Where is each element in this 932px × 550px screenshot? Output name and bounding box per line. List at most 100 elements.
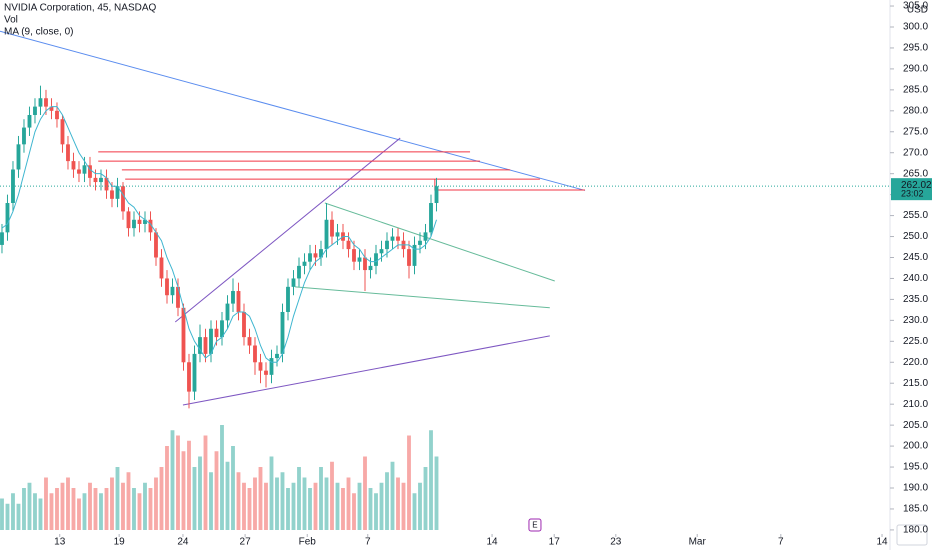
x-tick-label: 24 <box>177 537 189 548</box>
volume-bar <box>396 477 400 530</box>
candle-body <box>236 291 241 312</box>
candle-body <box>132 219 136 229</box>
volume-bar <box>77 498 81 530</box>
volume-bar <box>165 446 169 530</box>
y-tick-label: 225.0 <box>903 336 928 347</box>
candle-body <box>110 190 114 199</box>
volume-bar <box>346 477 351 530</box>
candle-body <box>264 370 268 375</box>
y-tick-label: 275.0 <box>903 126 928 137</box>
volume-bar <box>220 425 224 530</box>
trend-line <box>174 137 401 323</box>
candle-body <box>407 249 411 266</box>
volume-bar <box>209 472 213 530</box>
ma-legend: MA (9, close, 0) <box>4 27 73 38</box>
volume-bar <box>330 461 334 530</box>
candle-body <box>104 177 109 191</box>
candle-body <box>346 240 351 250</box>
candle-body <box>99 177 103 183</box>
volume-bar <box>126 472 131 530</box>
volume-bar <box>258 467 263 530</box>
volume-bar <box>60 482 65 530</box>
volume-bar <box>154 477 158 530</box>
volume-bar <box>49 493 54 530</box>
candle-body <box>88 165 92 178</box>
candle-body <box>313 253 318 258</box>
candle-body <box>121 186 125 212</box>
y-tick-label: 300.0 <box>903 22 928 33</box>
candle-body <box>286 286 290 312</box>
volume-bar <box>368 488 373 530</box>
candle-body <box>253 345 257 363</box>
volume-bar <box>319 467 323 530</box>
candle-body <box>319 249 323 258</box>
y-tick-label: 240.0 <box>903 273 928 284</box>
volume-bar <box>71 488 76 530</box>
x-tick-label: 23 <box>610 537 622 548</box>
candle-body <box>203 337 208 354</box>
trend-line <box>295 286 550 309</box>
volume-bar <box>407 435 411 530</box>
candle-body <box>71 161 76 170</box>
ma-line <box>1 106 437 363</box>
trend-line <box>324 202 555 282</box>
candle-body <box>44 98 48 107</box>
candle-body <box>170 286 175 296</box>
volume-bar <box>66 477 70 530</box>
volume-bar <box>110 477 114 530</box>
y-tick-label: 230.0 <box>903 315 928 326</box>
settings-button[interactable] <box>896 524 928 546</box>
volume-bar <box>412 493 417 530</box>
candle-body <box>335 232 340 237</box>
volume-bar <box>374 493 378 530</box>
volume-bar <box>242 482 246 530</box>
y-tick-label: 180.0 <box>903 525 928 536</box>
candle-body <box>352 249 356 262</box>
volume-bar <box>363 456 367 530</box>
candle-body <box>49 106 54 111</box>
candle-body <box>187 362 191 392</box>
candle-body <box>423 232 428 241</box>
candle-body <box>280 311 285 354</box>
currency: USD <box>907 5 928 16</box>
candle-body <box>33 106 37 116</box>
x-tick-label: 17 <box>549 537 561 548</box>
candle-body <box>22 127 26 145</box>
candle-body <box>297 265 301 279</box>
x-tick-label: 19 <box>114 537 126 548</box>
countdown-label: 23:02 <box>901 189 924 199</box>
candle-body <box>181 307 186 363</box>
candle-body <box>115 186 120 199</box>
volume-bar <box>115 467 120 530</box>
candle-body <box>429 203 433 233</box>
y-tick-label: 270.0 <box>903 147 928 158</box>
candle-body <box>126 211 131 229</box>
candle-body <box>225 303 230 321</box>
y-tick-label: 305.0 <box>903 1 928 12</box>
volume-bar <box>264 482 268 530</box>
y-tick-label: 255.0 <box>903 210 928 221</box>
candle-body <box>5 203 10 233</box>
y-tick-label: 185.0 <box>903 504 928 515</box>
volume-bar <box>159 467 164 530</box>
candle-body <box>38 98 43 107</box>
candle-body <box>143 219 147 224</box>
volume-bar <box>253 477 257 530</box>
x-tick-label: Mar <box>689 537 707 548</box>
volume-bar <box>214 451 219 530</box>
candle-body <box>192 353 197 392</box>
candle-body <box>27 115 32 128</box>
y-tick-label: 285.0 <box>903 84 928 95</box>
y-tick-label: 220.0 <box>903 357 928 368</box>
candle-body <box>214 328 219 338</box>
volume-bar <box>225 461 230 530</box>
candle-body <box>396 236 400 241</box>
volume-bar <box>0 498 4 530</box>
y-tick-label: 205.0 <box>903 420 928 431</box>
candle-body <box>258 362 263 371</box>
volume-bar <box>203 435 208 530</box>
volume-bar <box>22 488 26 530</box>
y-tick-label: 210.0 <box>903 399 928 410</box>
